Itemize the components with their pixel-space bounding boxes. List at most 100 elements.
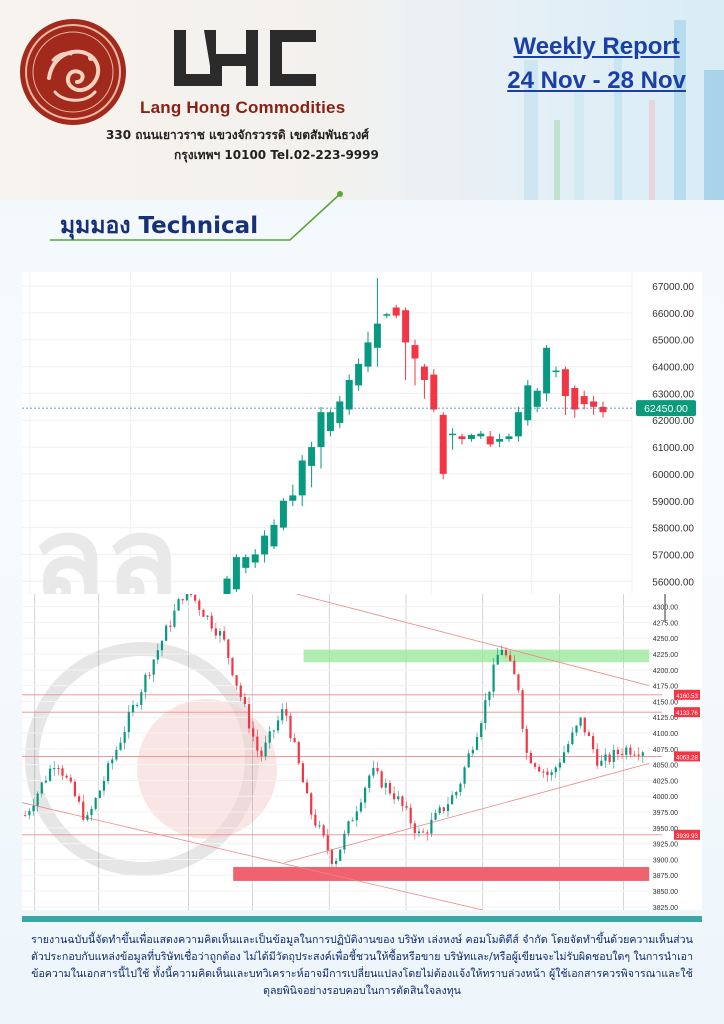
price-axis-tick: 4150.00: [653, 699, 678, 706]
price-axis-tick: 4125.00: [653, 715, 678, 722]
candle-body: [210, 615, 213, 629]
candle-body: [194, 594, 197, 601]
candle-body: [373, 323, 381, 348]
candle-body: [500, 649, 503, 655]
candle: [392, 304, 400, 319]
candle: [339, 849, 342, 862]
candle: [561, 366, 569, 415]
candle-body: [426, 832, 429, 834]
candle-body: [308, 447, 316, 466]
candle: [308, 441, 316, 488]
candle: [641, 750, 644, 763]
candle: [270, 519, 278, 550]
candle-body: [239, 685, 242, 698]
candle: [82, 794, 85, 822]
candle-body: [297, 741, 300, 764]
candle-body: [364, 342, 372, 367]
candle: [417, 827, 421, 838]
candle-body: [148, 674, 151, 676]
candle: [446, 796, 450, 818]
candle: [575, 724, 578, 736]
candle: [57, 764, 60, 776]
candle-body: [301, 763, 305, 783]
candle: [397, 790, 400, 802]
candle-body: [48, 768, 52, 781]
candle-body: [475, 737, 479, 750]
candle-body: [458, 436, 466, 440]
candle-body: [355, 363, 363, 386]
candle: [355, 358, 363, 391]
candle-body: [40, 782, 43, 794]
trendline: [284, 762, 650, 863]
candle: [402, 307, 410, 380]
candle: [438, 804, 441, 815]
candle-body: [587, 732, 591, 737]
candle: [496, 433, 504, 448]
candle-body: [496, 654, 499, 665]
candle-body: [65, 775, 68, 778]
candle-body: [218, 631, 222, 636]
candle-body: [625, 747, 628, 755]
price-axis-tick: 3975.00: [653, 810, 678, 817]
candle-body: [629, 747, 632, 755]
candle: [317, 406, 325, 469]
candle: [546, 767, 549, 782]
candle-body: [455, 792, 458, 796]
candle-body: [251, 554, 259, 563]
candle-body: [529, 752, 532, 764]
candle: [279, 498, 287, 531]
candle: [347, 820, 350, 837]
candle: [144, 672, 147, 700]
candle: [364, 331, 372, 372]
candle-body: [620, 754, 624, 756]
disclaimer-text: รายงานฉบับนี้จัดทำขึ้นเพื่อแสดงความคิดเห…: [31, 934, 693, 997]
candle: [543, 345, 551, 402]
candle-body: [567, 744, 570, 753]
candle: [567, 740, 570, 754]
candle-body: [330, 850, 334, 864]
candle-body: [438, 807, 441, 813]
candle: [272, 729, 275, 739]
candle-body: [376, 767, 379, 772]
price-axis-tick: 57000.00: [652, 550, 694, 561]
candle-body: [467, 753, 470, 768]
candle-body: [401, 796, 404, 807]
candle: [336, 396, 344, 429]
candle-body: [314, 814, 317, 826]
candle: [131, 700, 135, 717]
candle: [111, 756, 114, 770]
candle: [318, 820, 321, 829]
candle: [326, 409, 334, 437]
candle-body: [439, 414, 447, 474]
candle-body: [44, 780, 48, 783]
candle: [127, 705, 130, 739]
candle: [98, 789, 101, 799]
candle-body: [264, 742, 267, 757]
candle: [256, 729, 259, 758]
price-level-badge: [674, 751, 700, 762]
candle: [218, 628, 222, 643]
candle: [524, 379, 532, 426]
candle-body: [289, 495, 297, 501]
candle: [247, 697, 251, 734]
candle-body: [524, 385, 532, 421]
candle: [552, 366, 560, 378]
candle: [430, 812, 433, 838]
candle: [36, 791, 39, 812]
candle-body: [115, 749, 118, 760]
candle: [449, 428, 457, 450]
candle-body: [90, 808, 93, 816]
candle: [285, 702, 288, 722]
candle-body: [486, 436, 494, 445]
candle-body: [368, 775, 371, 788]
candle: [232, 554, 240, 592]
candle: [119, 737, 122, 751]
candle-body: [347, 821, 350, 834]
candle-body: [517, 674, 520, 691]
candle: [185, 594, 188, 602]
candle-body: [579, 717, 582, 726]
candle-body: [185, 594, 188, 601]
address-line-1: 330 ถนนเยาวราช แขวงจักรวรรดิ เขตสัมพันธว…: [106, 128, 369, 142]
candle: [239, 682, 242, 702]
price-level-label: 4160.53: [676, 694, 698, 700]
